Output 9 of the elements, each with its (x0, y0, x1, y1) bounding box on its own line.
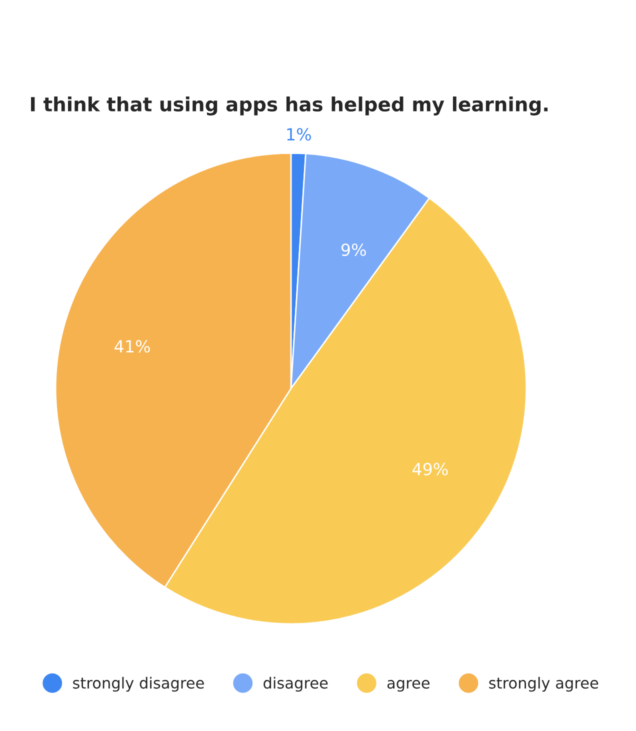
data-label: 1% (287, 128, 311, 141)
data-label: 9% (341, 243, 366, 256)
legend-label: strongly disagree (73, 676, 204, 692)
chart-title: I think that using apps has helped my learning. (31, 96, 548, 116)
data-label: 41% (114, 340, 150, 353)
legend-label: disagree (264, 676, 328, 692)
data-label: 49% (412, 462, 448, 476)
legend-label: strongly agree (489, 676, 598, 692)
legend-label: agree (387, 680, 430, 692)
